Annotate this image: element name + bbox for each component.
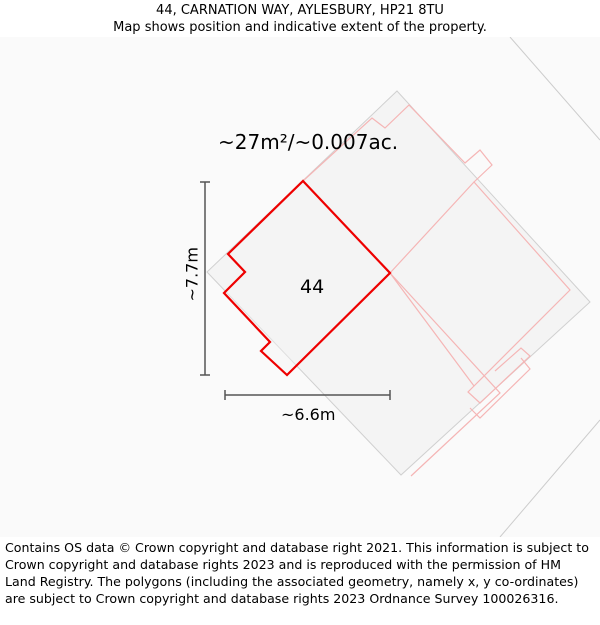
map-subtitle: Map shows position and indicative extent… [113, 20, 487, 35]
map-header: 44, CARNATION WAY, AYLESBURY, HP21 8TU M… [0, 0, 600, 39]
horizontal-dimension-label: ~6.6m [281, 405, 336, 424]
road-edge-line [499, 419, 600, 537]
plot-number-label: 44 [300, 276, 325, 298]
property-map [0, 37, 600, 537]
vertical-dimension-line [200, 181, 210, 376]
property-address: 44, CARNATION WAY, AYLESBURY, HP21 8TU [156, 3, 444, 18]
neighbour-plots [302, 104, 571, 477]
map-canvas [0, 37, 600, 537]
neighbour-plot-east [389, 181, 571, 387]
road-edge-line [509, 37, 600, 141]
copyright-notice: Contains OS data © Crown copyright and d… [5, 540, 589, 606]
subject-property-outline[interactable] [222, 179, 392, 377]
area-label: ~27m²/~0.007ac. [218, 130, 399, 154]
horizontal-dimension-line [224, 390, 391, 400]
vertical-dimension-label: ~7.7m [182, 247, 202, 302]
